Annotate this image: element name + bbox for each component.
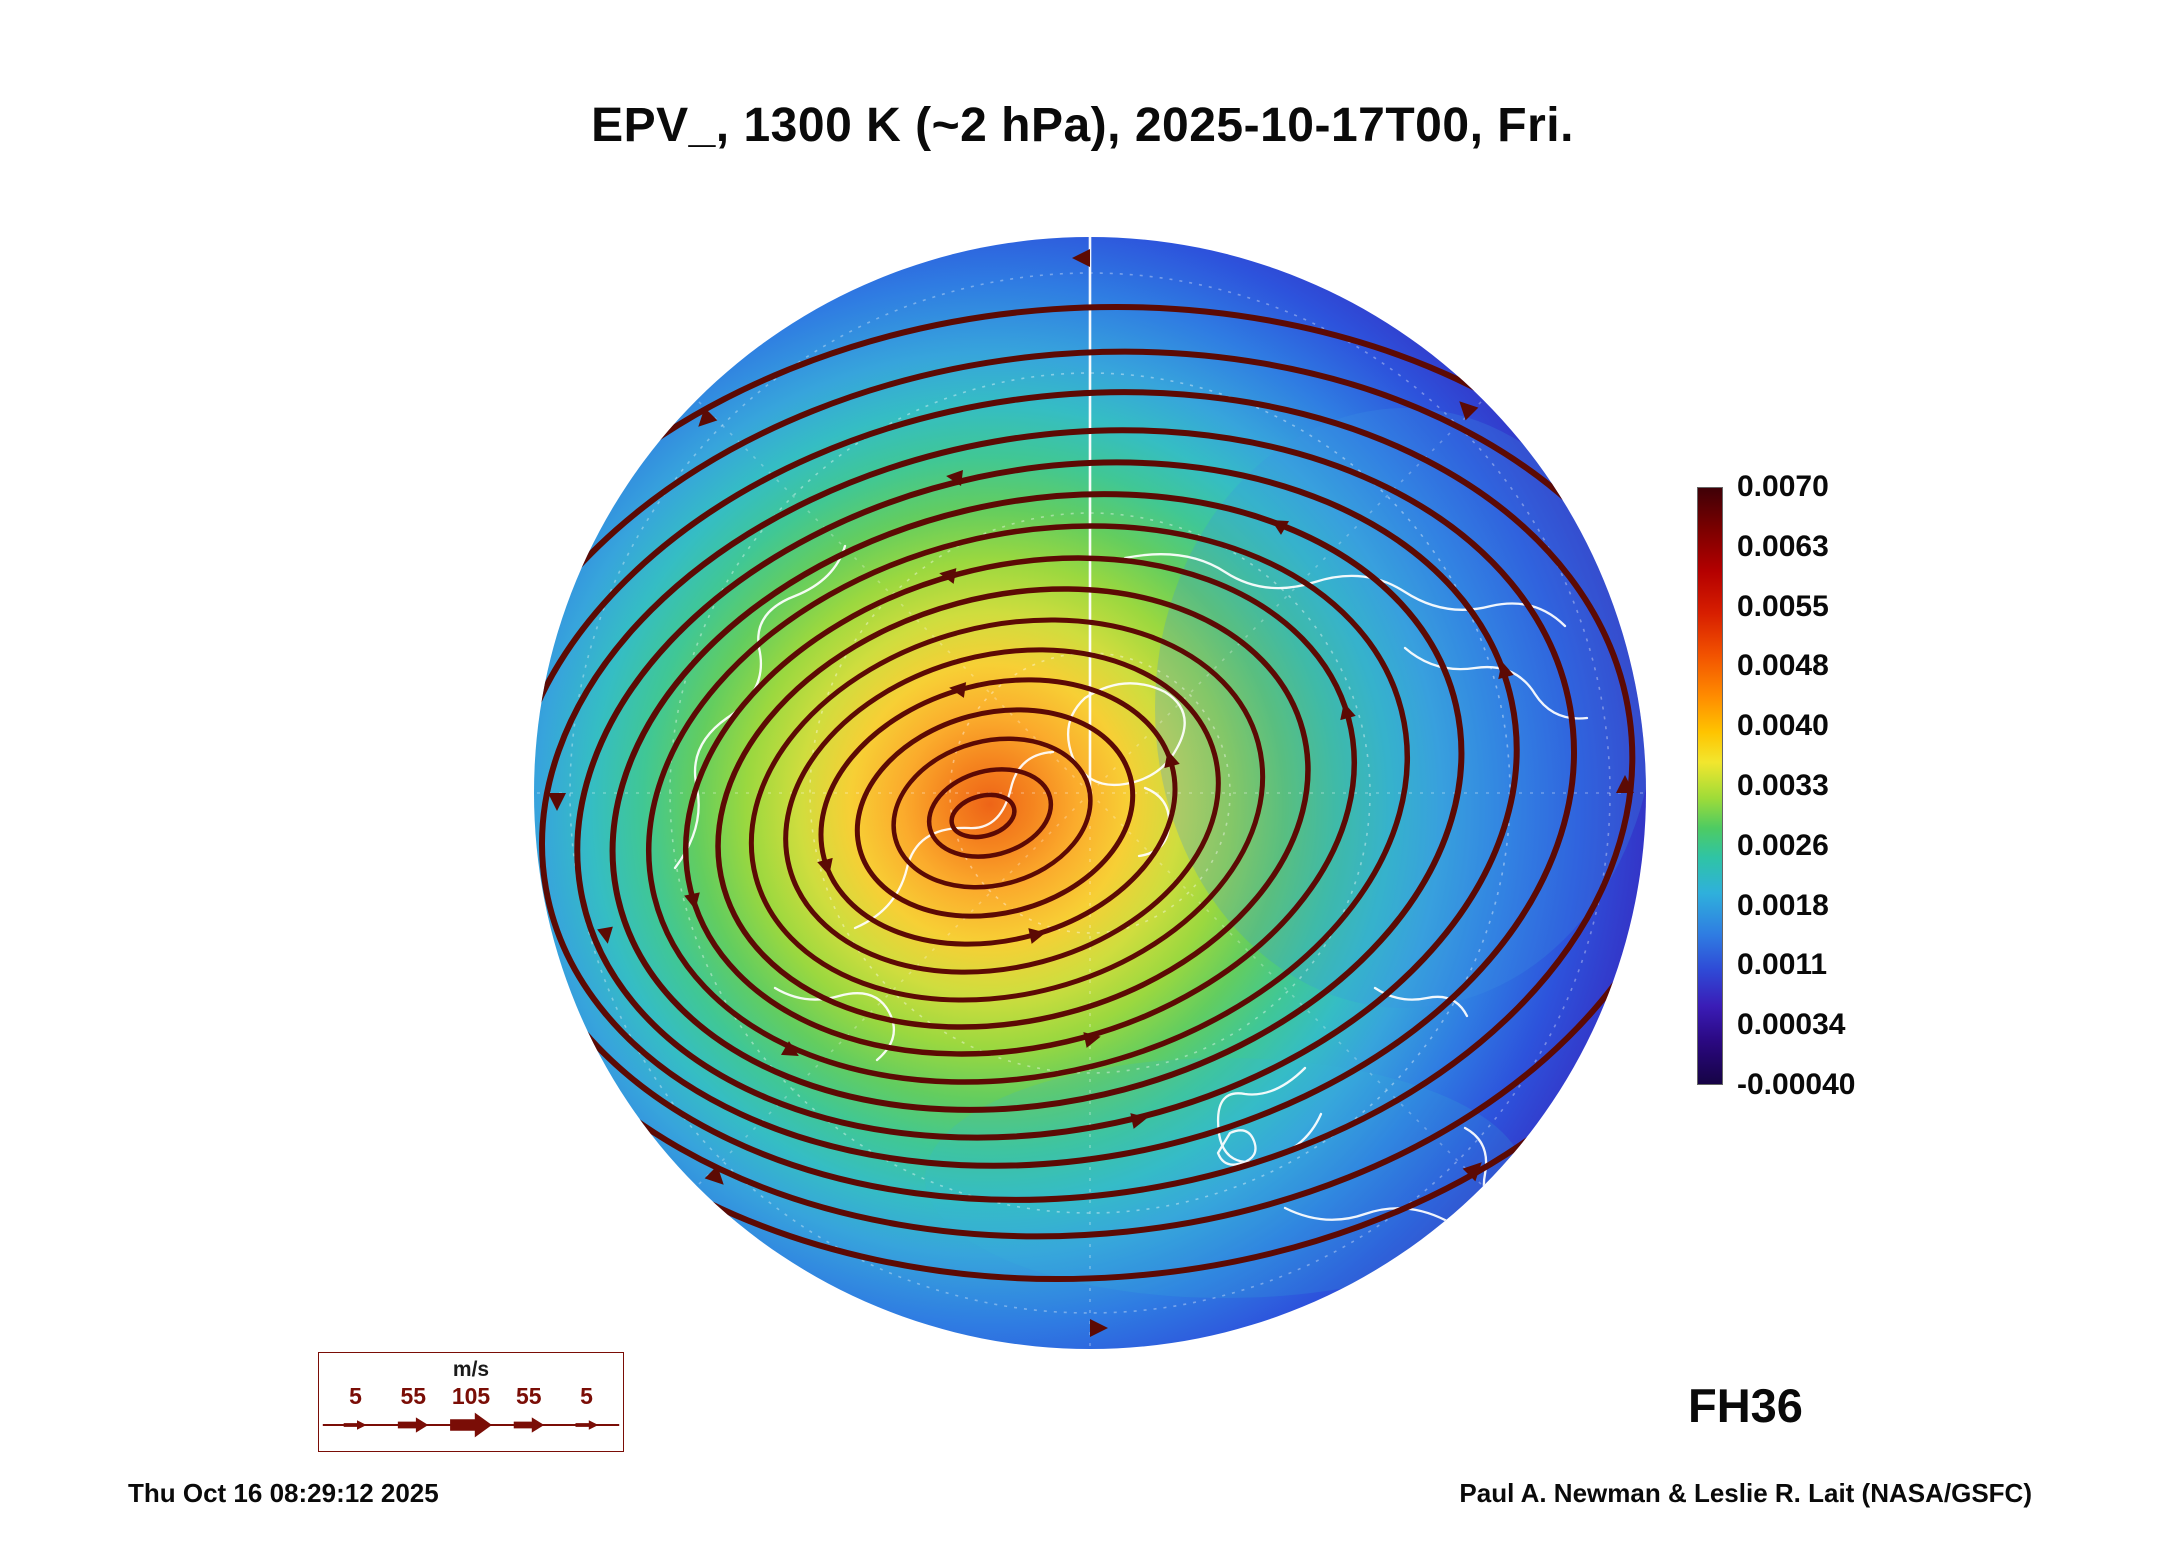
credit-line: Paul A. Newman & Leslie R. Lait (NASA/GS… bbox=[1459, 1478, 2032, 1508]
wind-units-label: m/s bbox=[452, 1358, 490, 1381]
wind-speed-labels: 5 55 105 55 5 bbox=[319, 1383, 623, 1409]
wind-arrow-scale-icon bbox=[322, 1412, 620, 1438]
wind-scale-legend: m/s 5 55 105 55 5 bbox=[318, 1352, 624, 1452]
colorbar-tick-label: 0.0026 bbox=[1737, 828, 1829, 862]
plot-title: EPV_, 1300 K (~2 hPa), 2025-10-17T00, Fr… bbox=[591, 99, 1574, 152]
colorbar-labels: 0.0070 0.0063 0.0055 0.0048 0.0040 0.003… bbox=[1737, 471, 1855, 1101]
colorbar-tick-label: 0.0070 bbox=[1737, 470, 1829, 503]
wind-speed-label: 105 bbox=[451, 1383, 491, 1409]
colorbar-tick-label: 0.00034 bbox=[1737, 1008, 1846, 1042]
colorbar-tick-label: -0.00040 bbox=[1737, 1067, 1856, 1101]
polar-map bbox=[525, 228, 1655, 1358]
colorbar-tick-label: 0.0033 bbox=[1737, 768, 1829, 802]
colorbar-tick-label: 0.0063 bbox=[1737, 529, 1829, 563]
colorbar-tick-label: 0.0018 bbox=[1737, 888, 1829, 922]
colorbar: 0.0070 0.0063 0.0055 0.0048 0.0040 0.003… bbox=[1697, 471, 1855, 1100]
wind-speed-label: 55 bbox=[515, 1383, 542, 1409]
colorbar-tick-label: 0.0048 bbox=[1737, 649, 1829, 683]
streamlines bbox=[534, 303, 1646, 1283]
colorbar-gradient bbox=[1697, 487, 1723, 1085]
polar-map-canvas bbox=[534, 237, 1646, 1349]
epv-low-patch bbox=[1155, 408, 1646, 1008]
wind-speed-label: 5 bbox=[580, 1383, 593, 1409]
colorbar-tick-label: 0.0011 bbox=[1737, 948, 1828, 982]
colorbar-tick-label: 0.0055 bbox=[1737, 589, 1829, 623]
coastlines bbox=[673, 544, 1603, 1242]
wind-speed-label: 5 bbox=[349, 1383, 362, 1409]
colorbar-tick-label: 0.0040 bbox=[1737, 709, 1829, 743]
forecast-hour-label: FH36 bbox=[1688, 1379, 1803, 1432]
wind-speed-label: 55 bbox=[400, 1383, 427, 1409]
creation-timestamp: Thu Oct 16 08:29:12 2025 bbox=[128, 1478, 439, 1508]
